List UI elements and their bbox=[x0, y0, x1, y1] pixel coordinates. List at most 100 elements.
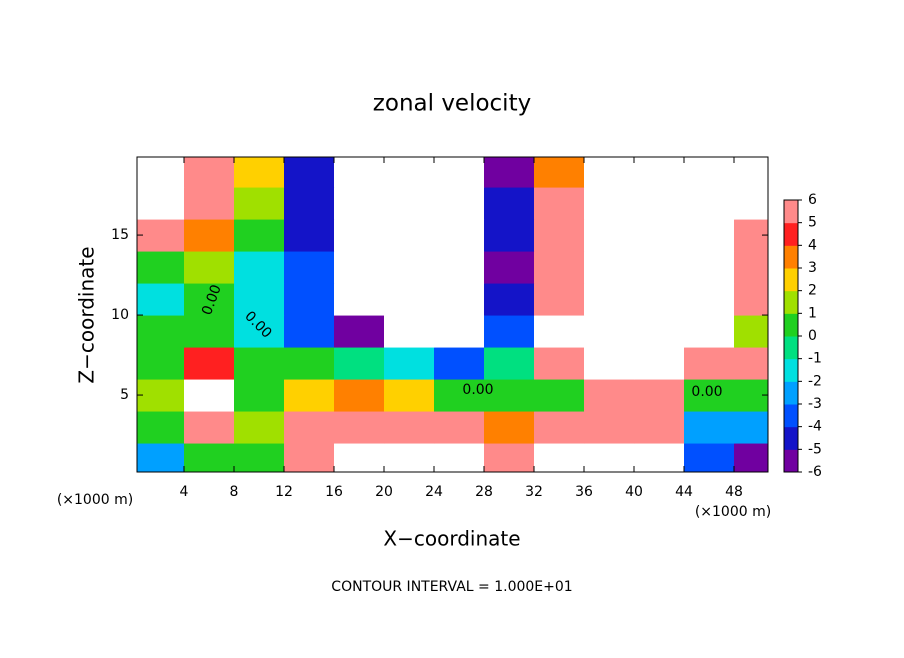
heat-cell bbox=[684, 157, 735, 188]
heat-cell bbox=[484, 187, 535, 220]
heat-cell bbox=[284, 347, 335, 380]
heat-cell bbox=[234, 219, 285, 252]
y-tick-label: 10 bbox=[111, 307, 129, 323]
heat-cell bbox=[584, 157, 635, 188]
heat-cell bbox=[734, 157, 768, 188]
x-unit-label: (×1000 m) bbox=[695, 504, 771, 520]
heat-cell bbox=[334, 187, 385, 220]
heat-cell bbox=[584, 187, 635, 220]
heat-cell bbox=[334, 347, 385, 380]
heat-cell bbox=[284, 315, 335, 348]
colorbar-tick-label: 3 bbox=[808, 260, 817, 276]
heat-cell bbox=[484, 283, 535, 316]
heat-cell bbox=[584, 347, 635, 380]
heat-cell bbox=[584, 251, 635, 284]
heat-cell bbox=[137, 157, 185, 188]
heat-cell bbox=[234, 283, 285, 316]
heat-cell bbox=[534, 157, 585, 188]
heat-cell bbox=[384, 283, 435, 316]
heat-cell bbox=[234, 251, 285, 284]
x-tick-label: 4 bbox=[180, 484, 189, 500]
heat-cell bbox=[234, 347, 285, 380]
heat-cell bbox=[584, 411, 635, 444]
heat-cell bbox=[684, 187, 735, 220]
heat-cell bbox=[184, 187, 235, 220]
heat-cell bbox=[184, 157, 235, 188]
colorbar-swatch bbox=[784, 268, 798, 292]
heat-cell bbox=[137, 411, 185, 444]
heat-cell bbox=[184, 411, 235, 444]
heat-cell bbox=[184, 347, 235, 380]
heat-cell bbox=[384, 157, 435, 188]
heat-cell bbox=[334, 283, 385, 316]
heat-cell bbox=[684, 315, 735, 348]
heat-cell bbox=[284, 251, 335, 284]
colorbar-swatch bbox=[784, 358, 798, 382]
heat-cell bbox=[384, 347, 435, 380]
heat-cell bbox=[334, 251, 385, 284]
y-tick-label: 5 bbox=[120, 387, 129, 403]
heat-cell bbox=[137, 251, 185, 284]
heat-cell bbox=[184, 251, 235, 284]
colorbar-swatch bbox=[784, 336, 798, 360]
heat-cell bbox=[534, 315, 585, 348]
heat-cell bbox=[137, 187, 185, 220]
heat-cell bbox=[284, 443, 335, 472]
footer: CONTOUR INTERVAL = 1.000E+01 bbox=[331, 579, 572, 595]
heat-cell bbox=[234, 157, 285, 188]
colorbar-swatch bbox=[784, 404, 798, 428]
colorbar-tick-label: -6 bbox=[808, 464, 822, 480]
heat-cell bbox=[384, 315, 435, 348]
heat-cell bbox=[584, 219, 635, 252]
heat-cell bbox=[234, 315, 285, 348]
colorbar-tick-label: 2 bbox=[808, 283, 817, 299]
heat-cell bbox=[434, 157, 485, 188]
heat-cell bbox=[184, 283, 235, 316]
heat-cell bbox=[634, 379, 685, 412]
heat-cell bbox=[284, 379, 335, 412]
heatmap bbox=[137, 157, 768, 472]
y-tick-label: 15 bbox=[111, 227, 129, 243]
colorbar-swatch bbox=[784, 381, 798, 405]
colorbar-tick-label: -3 bbox=[808, 396, 822, 412]
heat-cell bbox=[484, 157, 535, 188]
heat-cell bbox=[184, 219, 235, 252]
heat-cell bbox=[334, 157, 385, 188]
heat-cell bbox=[234, 411, 285, 444]
colorbar-tick-label: 6 bbox=[808, 192, 817, 208]
contour-label: 0.00 bbox=[691, 384, 722, 400]
heat-cell bbox=[634, 219, 685, 252]
heat-cell bbox=[634, 443, 685, 472]
heat-cell bbox=[184, 379, 235, 412]
heat-cell bbox=[137, 443, 185, 472]
heat-cell bbox=[284, 411, 335, 444]
heat-cell bbox=[137, 347, 185, 380]
heat-cell bbox=[734, 283, 768, 316]
heat-cell bbox=[634, 187, 685, 220]
heat-cell bbox=[634, 411, 685, 444]
heat-cell bbox=[137, 379, 185, 412]
x-tick-label: 12 bbox=[275, 484, 293, 500]
heat-cell bbox=[334, 315, 385, 348]
heat-cell bbox=[684, 379, 735, 412]
x-tick-label: 16 bbox=[325, 484, 343, 500]
heat-cell bbox=[734, 411, 768, 444]
heat-cell bbox=[434, 379, 485, 412]
heat-cell bbox=[434, 219, 485, 252]
colorbar-tick-label: -4 bbox=[808, 419, 822, 435]
x-tick-label: 44 bbox=[675, 484, 693, 500]
heat-cell bbox=[384, 443, 435, 472]
heat-cell bbox=[734, 219, 768, 252]
heat-cell bbox=[734, 379, 768, 412]
heat-cell bbox=[584, 315, 635, 348]
heat-cell bbox=[534, 347, 585, 380]
plot-frame bbox=[136, 156, 769, 473]
colorbar-tick-label: 0 bbox=[808, 328, 817, 344]
x-tick-label: 8 bbox=[230, 484, 239, 500]
colorbar-tick-label: -1 bbox=[808, 351, 822, 367]
heat-cell bbox=[384, 251, 435, 284]
heat-cell bbox=[484, 411, 535, 444]
heat-cell bbox=[734, 251, 768, 284]
x-tick-label: 40 bbox=[625, 484, 643, 500]
heat-cell bbox=[284, 157, 335, 188]
